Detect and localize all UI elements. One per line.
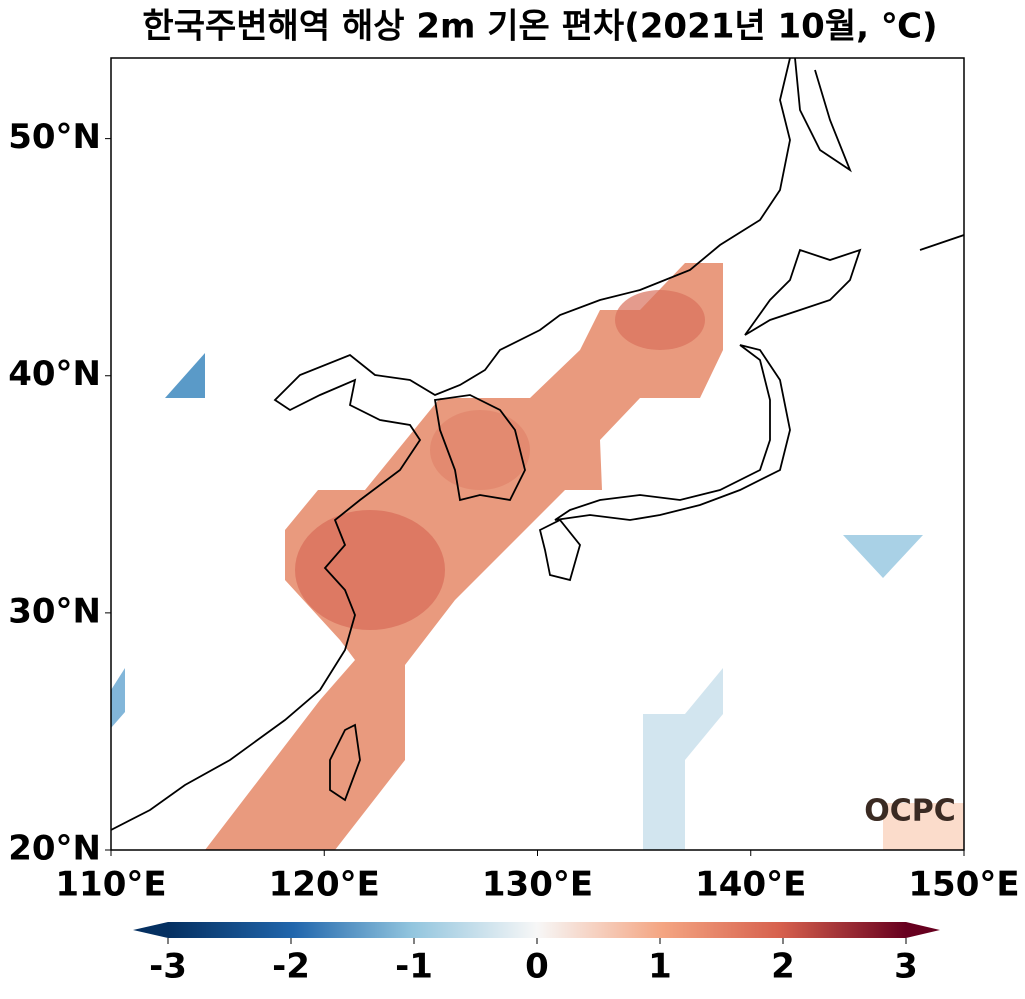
x-tick-label: 140°E (695, 865, 806, 905)
logo: OCPC (864, 794, 956, 829)
colorbar-extend-high (906, 922, 940, 938)
colorbar-tick-label: 2 (771, 947, 795, 987)
colorbar-tick-label: -3 (149, 947, 187, 987)
anomaly-field (111, 668, 125, 728)
colorbar (168, 922, 906, 938)
anomaly-field (883, 803, 964, 850)
y-tick-label: 50°N (8, 117, 101, 157)
colorbar-tick-label: 3 (894, 947, 918, 987)
x-tick-label: 110°E (55, 865, 166, 905)
colorbar-tick-label: -1 (395, 947, 433, 987)
anomaly-core (295, 510, 445, 630)
y-tick-label: 20°N (8, 829, 101, 869)
x-tick-label: 150°E (908, 865, 1019, 905)
anomaly-core (430, 410, 530, 490)
anomaly-field (205, 263, 723, 850)
coastline (111, 58, 964, 831)
colorbar-extend-low (133, 922, 168, 938)
map-area: OCPC (111, 58, 964, 850)
y-tick-label: 30°N (8, 591, 101, 631)
x-tick-label: 120°E (269, 865, 380, 905)
chart-title: 한국주변해역 해상 2m 기온 편차(2021년 10월, ℃) (142, 7, 937, 47)
colorbar-tick-label: -2 (272, 947, 310, 987)
anomaly-field (165, 353, 205, 398)
x-tick-label: 130°E (482, 865, 593, 905)
anomaly-field (643, 668, 723, 850)
colorbar-tick-label: 1 (648, 947, 672, 987)
anomaly-field (843, 535, 923, 578)
colorbar-tick-label: 0 (525, 947, 549, 987)
anomaly-core (615, 290, 705, 350)
y-tick-label: 40°N (8, 354, 101, 394)
